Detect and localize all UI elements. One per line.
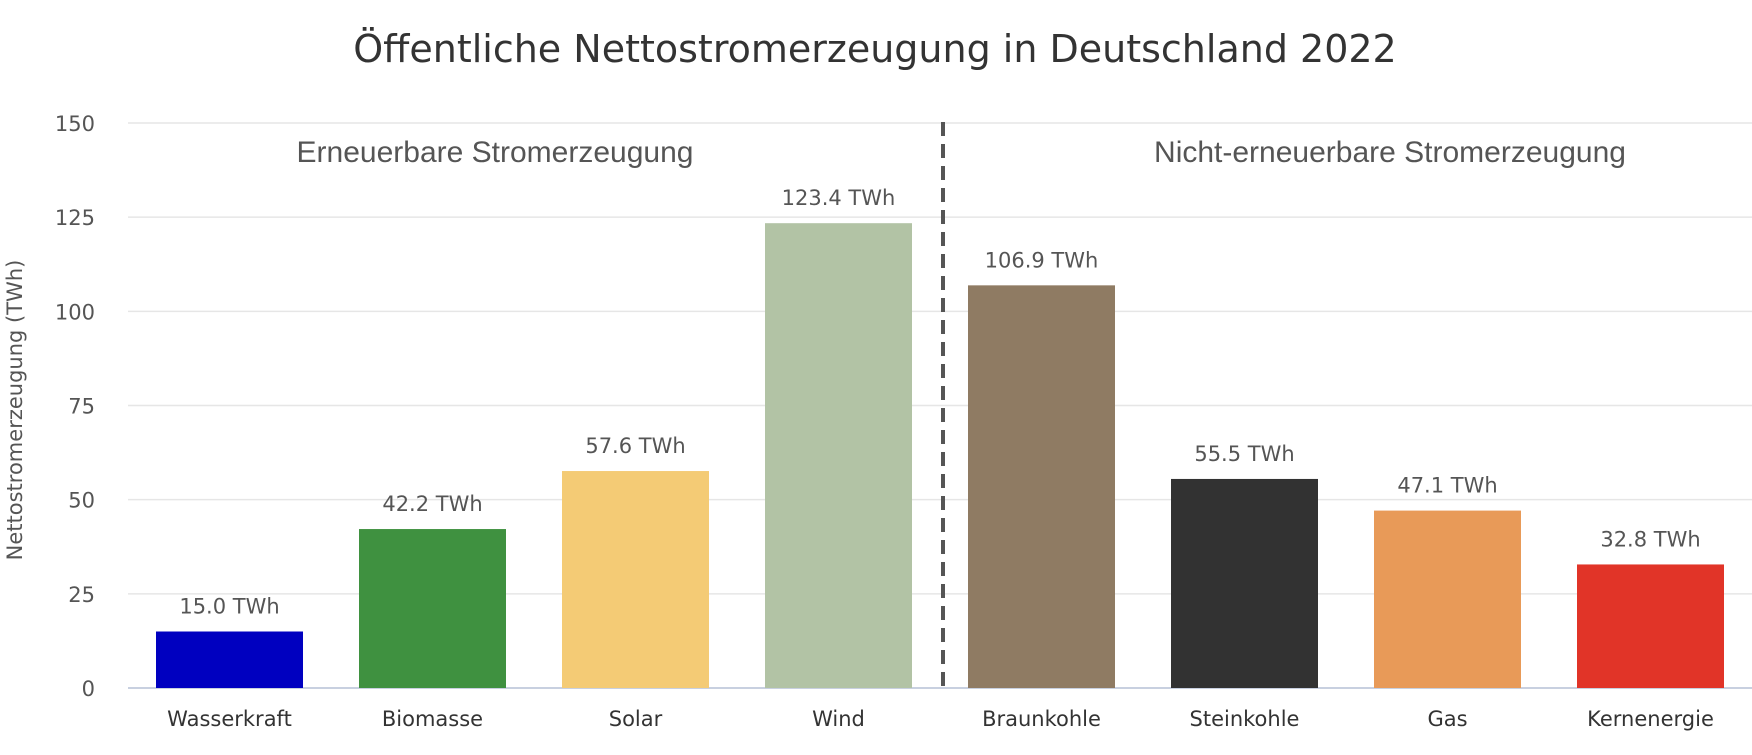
chart-title: Öffentliche Nettostromerzeugung in Deuts… [353, 27, 1396, 71]
y-tick-label: 50 [68, 489, 95, 513]
x-tick-label: Biomasse [382, 707, 483, 731]
x-tick-label: Kernenergie [1587, 707, 1714, 731]
bar-solar [562, 471, 709, 688]
bar-wind [765, 223, 912, 688]
bar-braunkohle [968, 285, 1115, 688]
data-label: 55.5 TWh [1194, 442, 1294, 466]
data-label: 32.8 TWh [1600, 527, 1700, 551]
data-label: 106.9 TWh [985, 248, 1099, 272]
group-label-renewable: Erneuerbare Stromerzeugung [297, 136, 694, 169]
bar-kernenergie [1577, 564, 1724, 688]
x-tick-label: Wasserkraft [167, 707, 292, 731]
bar-biomasse [359, 529, 506, 688]
y-tick-label: 100 [55, 300, 95, 324]
data-label: 57.6 TWh [585, 434, 685, 458]
axes: 0 25 50 75 100 125 150 15.0 TWh Wasserkraft 42.2 … [55, 112, 1714, 731]
x-tick-label: Solar [609, 707, 663, 731]
bar-gas [1374, 510, 1521, 688]
data-label: 15.0 TWh [179, 595, 279, 619]
y-tick-label: 0 [82, 677, 95, 701]
y-tick-label: 125 [55, 206, 95, 230]
x-tick-label: Wind [812, 707, 865, 731]
x-tick-label: Gas [1427, 707, 1467, 731]
y-axis-title: Nettostromerzeugung (TWh) [3, 260, 27, 561]
bar-steinkohle [1171, 478, 1318, 688]
bars [156, 223, 1724, 688]
y-tick-label: 150 [55, 112, 95, 136]
x-tick-label: Braunkohle [982, 707, 1101, 731]
data-label: 47.1 TWh [1397, 474, 1497, 498]
data-label: 123.4 TWh [782, 186, 896, 210]
data-label: 42.2 TWh [382, 492, 482, 516]
x-tick-label: Steinkohle [1190, 707, 1300, 731]
y-tick-label: 25 [68, 583, 95, 607]
y-tick-label: 75 [68, 395, 95, 419]
group-label-non-renewable: Nicht-erneuerbare Stromerzeugung [1154, 136, 1626, 169]
bar-wasserkraft [156, 631, 303, 688]
